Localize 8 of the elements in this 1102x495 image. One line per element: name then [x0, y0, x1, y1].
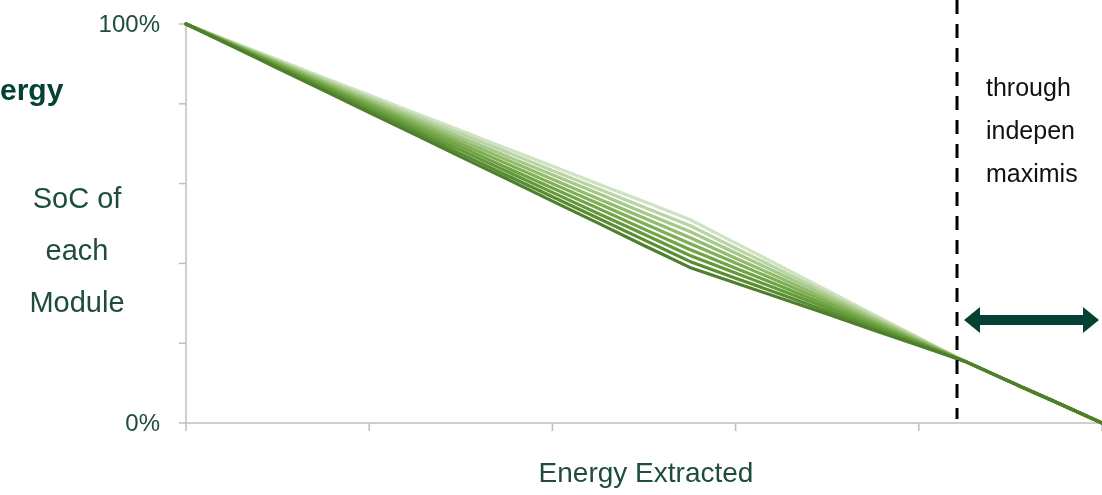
y-tick-label: 100%: [98, 10, 160, 38]
text: ergy: [0, 73, 64, 106]
annotation: indepen: [986, 116, 1075, 144]
annotation: maximis: [986, 159, 1078, 187]
y-axis-title: SoC of each Module: [29, 182, 125, 318]
annotation: through: [986, 73, 1071, 101]
y-tick-label: 0%: [125, 409, 160, 437]
x-axis-title: Energy Extracted: [538, 457, 754, 488]
